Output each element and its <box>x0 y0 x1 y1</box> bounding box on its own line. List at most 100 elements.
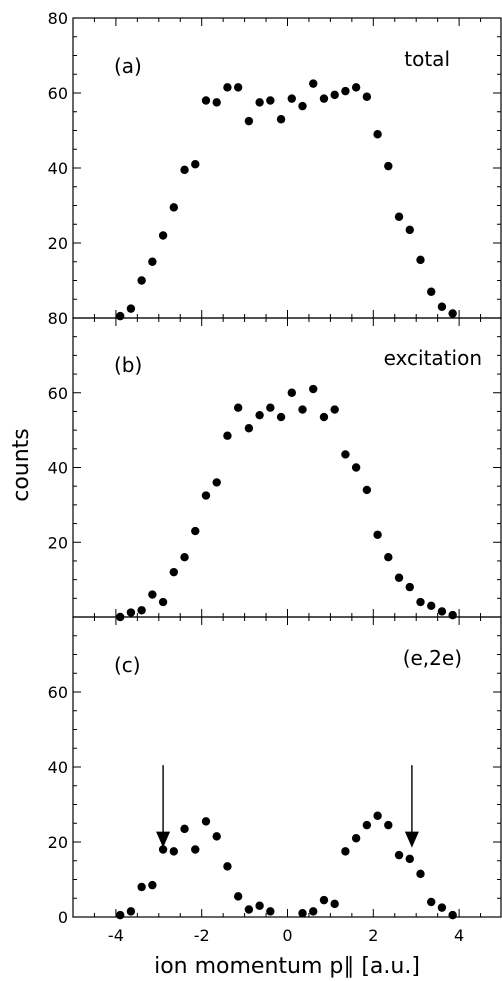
data-point <box>384 161 393 171</box>
data-point <box>276 412 286 422</box>
data-point <box>266 907 275 916</box>
data-point <box>287 388 296 397</box>
data-point <box>212 832 221 841</box>
data-point <box>298 101 307 111</box>
data-point <box>394 573 404 582</box>
data-point <box>394 850 404 860</box>
y-tick-label: 20 <box>48 234 68 253</box>
data-point <box>351 83 361 92</box>
data-point <box>448 910 457 920</box>
data-point <box>309 79 318 88</box>
data-point <box>158 845 168 854</box>
data-point <box>191 845 200 854</box>
data-point <box>158 231 168 240</box>
data-point <box>319 895 329 905</box>
data-point <box>330 405 339 414</box>
data-point <box>330 90 339 100</box>
y-tick-label: 0 <box>58 908 68 927</box>
y-tick-label: 20 <box>48 833 68 852</box>
data-point <box>416 255 425 265</box>
data-point <box>126 907 136 916</box>
data-point <box>137 276 146 285</box>
panel-annotation: (e,2e) <box>403 646 462 670</box>
data-point <box>287 94 296 103</box>
data-point <box>405 225 414 235</box>
data-point <box>362 820 372 830</box>
data-point <box>223 431 232 440</box>
data-point <box>244 424 254 433</box>
y-axis-label: counts <box>9 428 34 502</box>
x-tick-label: 2 <box>368 926 378 945</box>
panel-label: (c) <box>114 653 141 677</box>
data-point <box>384 820 393 830</box>
panel-annotation: total <box>404 47 450 71</box>
data-point <box>298 909 307 918</box>
data-point <box>437 607 447 616</box>
y-tick-label: 60 <box>48 683 68 702</box>
y-tick-label: 80 <box>48 9 68 28</box>
data-point <box>309 907 318 916</box>
data-point <box>126 608 136 617</box>
data-point <box>158 597 168 607</box>
x-tick-label: 4 <box>454 926 464 945</box>
data-point <box>427 287 436 296</box>
data-point <box>223 83 232 92</box>
data-point <box>319 94 329 103</box>
data-point <box>362 485 372 495</box>
data-point <box>416 597 425 607</box>
x-tick-label: -2 <box>194 926 210 945</box>
x-tick-label: -4 <box>108 926 124 945</box>
data-point <box>255 901 264 910</box>
data-point <box>373 530 382 539</box>
data-point <box>319 412 329 422</box>
y-tick-label: 40 <box>48 459 68 478</box>
data-point <box>180 553 189 562</box>
data-point <box>437 903 447 912</box>
y-tick-label: 80 <box>48 309 68 328</box>
data-point <box>341 847 350 856</box>
data-point <box>448 610 457 620</box>
data-point <box>137 606 146 615</box>
data-point <box>341 450 350 459</box>
data-point <box>405 854 414 864</box>
data-point <box>244 116 254 126</box>
data-point <box>169 567 179 577</box>
data-point <box>148 257 157 266</box>
y-tick-label: 40 <box>48 159 68 178</box>
data-point <box>298 405 307 414</box>
data-point <box>416 869 425 879</box>
data-point <box>148 590 157 599</box>
y-tick-label: 60 <box>48 84 68 103</box>
data-point <box>223 862 232 871</box>
panel-2: 80 60 40 20 (b) excitation <box>48 309 502 622</box>
data-point <box>341 86 350 96</box>
data-point <box>233 892 243 901</box>
data-point <box>233 403 243 412</box>
data-point <box>384 553 393 562</box>
panel-1: 80 60 40 20 (a) total <box>48 9 502 321</box>
data-point <box>180 824 189 834</box>
data-point <box>351 463 361 472</box>
data-point <box>201 96 211 105</box>
data-point <box>427 897 436 907</box>
data-point <box>180 165 189 175</box>
data-point <box>373 811 382 820</box>
data-point <box>255 98 264 107</box>
arrow-head <box>156 831 171 848</box>
panel-label: (a) <box>114 54 142 78</box>
data-point <box>244 905 254 914</box>
data-point <box>309 384 318 394</box>
data-point <box>201 817 211 826</box>
x-tick-label: 0 <box>282 926 292 945</box>
y-tick-label: 40 <box>48 758 68 777</box>
data-point <box>137 882 146 892</box>
data-point <box>362 92 372 101</box>
data-point <box>394 212 404 221</box>
data-point <box>126 304 136 313</box>
data-point <box>351 834 361 843</box>
data-point <box>266 96 275 105</box>
data-point <box>191 160 200 169</box>
data-point <box>330 899 339 909</box>
data-point <box>212 98 221 107</box>
